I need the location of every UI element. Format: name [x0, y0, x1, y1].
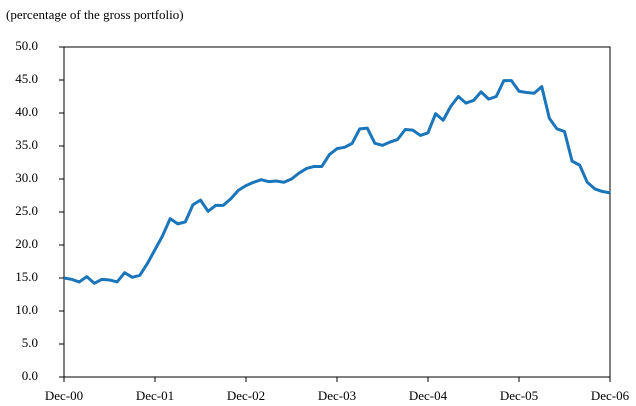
y-tick-label: 20.0 — [15, 236, 38, 251]
x-tick-label: Dec-04 — [409, 388, 448, 403]
y-tick-label: 25.0 — [15, 203, 38, 218]
x-tick-label: Dec-02 — [227, 388, 265, 403]
x-tick-label: Dec-03 — [318, 388, 356, 403]
y-tick-label: 35.0 — [15, 137, 38, 152]
y-tick-label: 15.0 — [15, 269, 38, 284]
data-line — [63, 79, 611, 285]
y-tick-label: 5.0 — [22, 335, 38, 350]
x-tick-label: Dec-01 — [136, 388, 174, 403]
x-tick-label: Dec-00 — [45, 388, 83, 403]
plot-frame — [63, 46, 611, 378]
x-tick-label: Dec-06 — [591, 388, 630, 403]
y-tick-label: 0.0 — [22, 368, 38, 383]
chart-subtitle: (percentage of the gross portfolio) — [6, 7, 184, 22]
y-tick-label: 10.0 — [15, 302, 38, 317]
x-tick-label: Dec-05 — [500, 388, 538, 403]
y-tick-label: 50.0 — [15, 38, 38, 53]
y-tick-label: 45.0 — [15, 71, 38, 86]
y-tick-label: 40.0 — [15, 104, 38, 119]
y-tick-label: 30.0 — [15, 170, 38, 185]
